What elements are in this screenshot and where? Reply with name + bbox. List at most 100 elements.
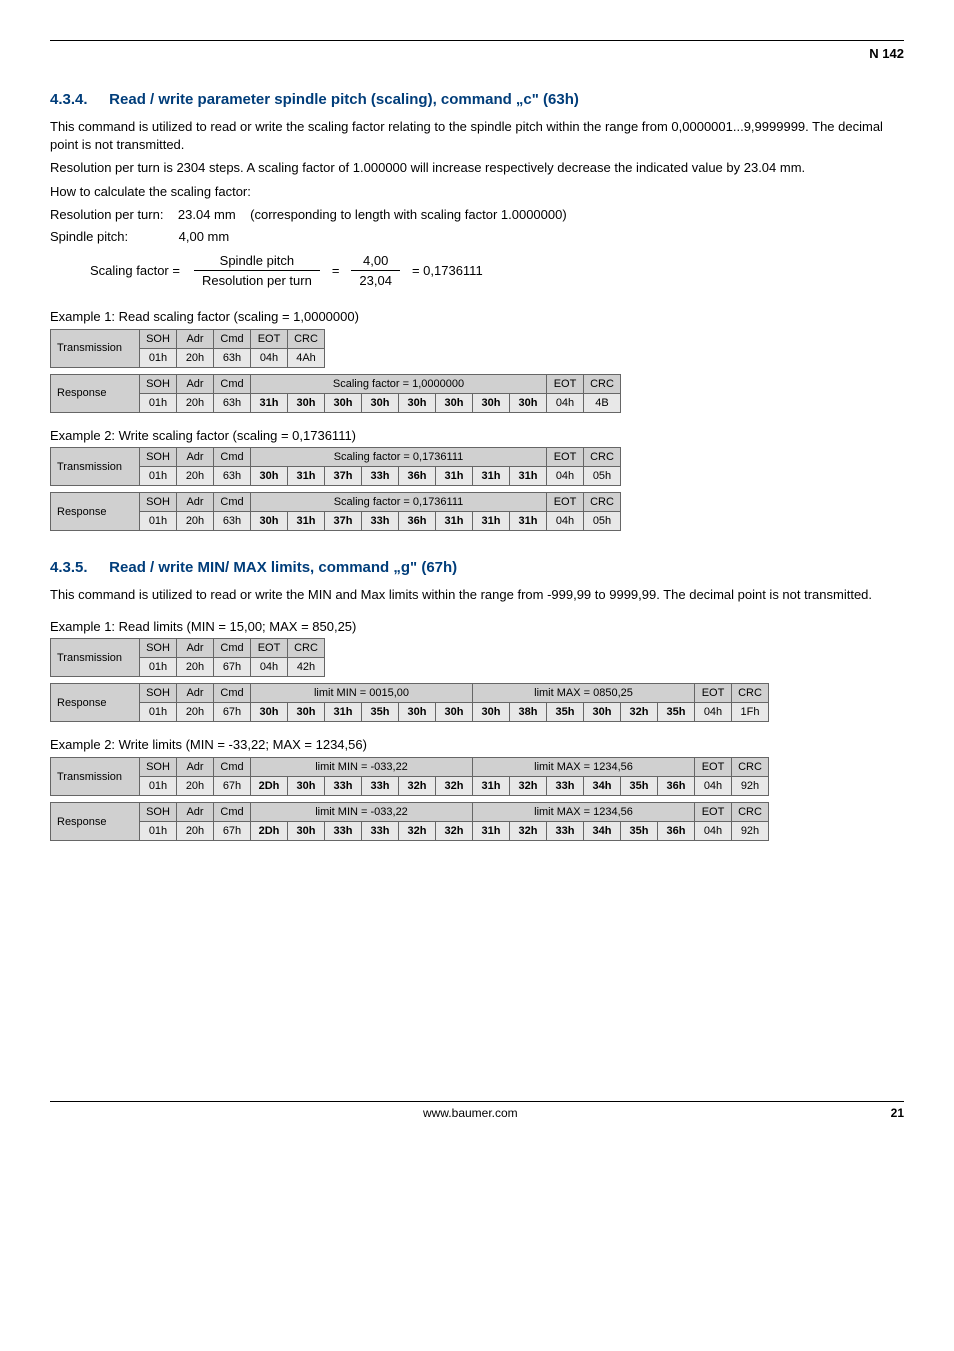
group-header: limit MIN = 0015,00 <box>251 684 473 703</box>
example-title: Example 1: Read limits (MIN = 15,00; MAX… <box>50 618 904 636</box>
col-header: CRC <box>584 448 621 467</box>
cell: 36h <box>399 467 436 486</box>
cell: 20h <box>177 348 214 367</box>
col-header: SOH <box>140 639 177 658</box>
cell: 04h <box>251 658 288 677</box>
cell: 31h <box>473 467 510 486</box>
cell: 04h <box>695 822 732 841</box>
cell: 20h <box>177 777 214 796</box>
cell: 30h <box>399 703 436 722</box>
cell: 32h <box>621 703 658 722</box>
cell: 30h <box>473 393 510 412</box>
col-header: Cmd <box>214 639 251 658</box>
cell: 67h <box>214 822 251 841</box>
header-rule <box>50 40 904 42</box>
group-header: Scaling factor = 0,1736111 <box>251 448 547 467</box>
section-title: Read / write MIN/ MAX limits, command „g… <box>109 559 457 576</box>
frac-numerator: 4,00 <box>351 251 400 271</box>
cell: 04h <box>695 777 732 796</box>
cell: 20h <box>177 393 214 412</box>
ex2-response-table: Response SOH Adr Cmd Scaling factor = 0,… <box>50 492 621 531</box>
col-header: Adr <box>177 493 214 512</box>
col-header: EOT <box>251 639 288 658</box>
cell: 30h <box>288 777 325 796</box>
cell: 30h <box>288 393 325 412</box>
cell: 04h <box>251 348 288 367</box>
cell: 31h <box>288 512 325 531</box>
cell: 31h <box>251 393 288 412</box>
cell: 92h <box>732 777 769 796</box>
col-header: Cmd <box>214 374 251 393</box>
formula-label: Scaling factor = <box>90 263 188 278</box>
col-header: Adr <box>177 684 214 703</box>
cell: 32h <box>510 777 547 796</box>
ex1-response-table: Response SOH Adr Cmd Scaling factor = 1,… <box>50 374 621 413</box>
example-title: Example 2: Write limits (MIN = -33,22; M… <box>50 736 904 754</box>
cell: 01h <box>140 703 177 722</box>
cell: 31h <box>436 512 473 531</box>
col-header: SOH <box>140 803 177 822</box>
body-text: This command is utilized to read or writ… <box>50 586 904 604</box>
cell: 30h <box>436 393 473 412</box>
cell: 67h <box>214 703 251 722</box>
section-title: Read / write parameter spindle pitch (sc… <box>109 91 579 108</box>
cell: 31h <box>325 703 362 722</box>
body-text: Resolution per turn is 2304 steps. A sca… <box>50 159 904 177</box>
cell: 30h <box>325 393 362 412</box>
cell: 20h <box>177 703 214 722</box>
frac-denominator: 23,04 <box>351 271 400 290</box>
cell: 31h <box>510 512 547 531</box>
cell: 01h <box>140 658 177 677</box>
col-header: SOH <box>140 448 177 467</box>
cell: 30h <box>362 393 399 412</box>
col-header: CRC <box>288 329 325 348</box>
page-footer: www.baumer.com 21 <box>50 1101 904 1120</box>
cell: 30h <box>473 703 510 722</box>
cell: 92h <box>732 822 769 841</box>
cell: 20h <box>177 467 214 486</box>
cell: 30h <box>510 393 547 412</box>
col-header: Adr <box>177 639 214 658</box>
frac-denominator: Resolution per turn <box>194 271 320 290</box>
cell: 01h <box>140 822 177 841</box>
cell: 32h <box>399 822 436 841</box>
body-text: How to calculate the scaling factor: <box>50 183 904 201</box>
cell: 20h <box>177 512 214 531</box>
col-header: CRC <box>732 803 769 822</box>
cell: 4B <box>584 393 621 412</box>
cell: 36h <box>399 512 436 531</box>
col-header: Cmd <box>214 684 251 703</box>
row-label: Transmission <box>51 758 140 796</box>
cell: 30h <box>251 467 288 486</box>
cell: 32h <box>436 822 473 841</box>
page-code: N 142 <box>50 46 904 61</box>
cell: 31h <box>288 467 325 486</box>
cell: 01h <box>140 393 177 412</box>
cell: 63h <box>214 348 251 367</box>
equals: = <box>326 263 346 278</box>
cell: 01h <box>140 777 177 796</box>
cell: 33h <box>547 822 584 841</box>
col-header: Adr <box>177 329 214 348</box>
cell: 01h <box>140 512 177 531</box>
cell: 2Dh <box>251 822 288 841</box>
cell: 33h <box>325 777 362 796</box>
row-label: Response <box>51 374 140 412</box>
col-header: EOT <box>695 684 732 703</box>
ex2-transmission-table: Transmission SOH Adr Cmd Scaling factor … <box>50 447 621 486</box>
result: = 0,1736111 <box>406 263 489 278</box>
cell: 01h <box>140 467 177 486</box>
cell: 35h <box>362 703 399 722</box>
group-header: limit MAX = 1234,56 <box>473 803 695 822</box>
cell: 31h <box>473 822 510 841</box>
cell: 42h <box>288 658 325 677</box>
col-header: Cmd <box>214 758 251 777</box>
cell: 20h <box>177 822 214 841</box>
col-header: CRC <box>288 639 325 658</box>
cell: 31h <box>473 512 510 531</box>
cell: 34h <box>584 777 621 796</box>
cell: 30h <box>251 703 288 722</box>
col-header: EOT <box>547 448 584 467</box>
row-label: Response <box>51 493 140 531</box>
section-435-heading: 4.3.5. Read / write MIN/ MAX limits, com… <box>50 559 904 576</box>
